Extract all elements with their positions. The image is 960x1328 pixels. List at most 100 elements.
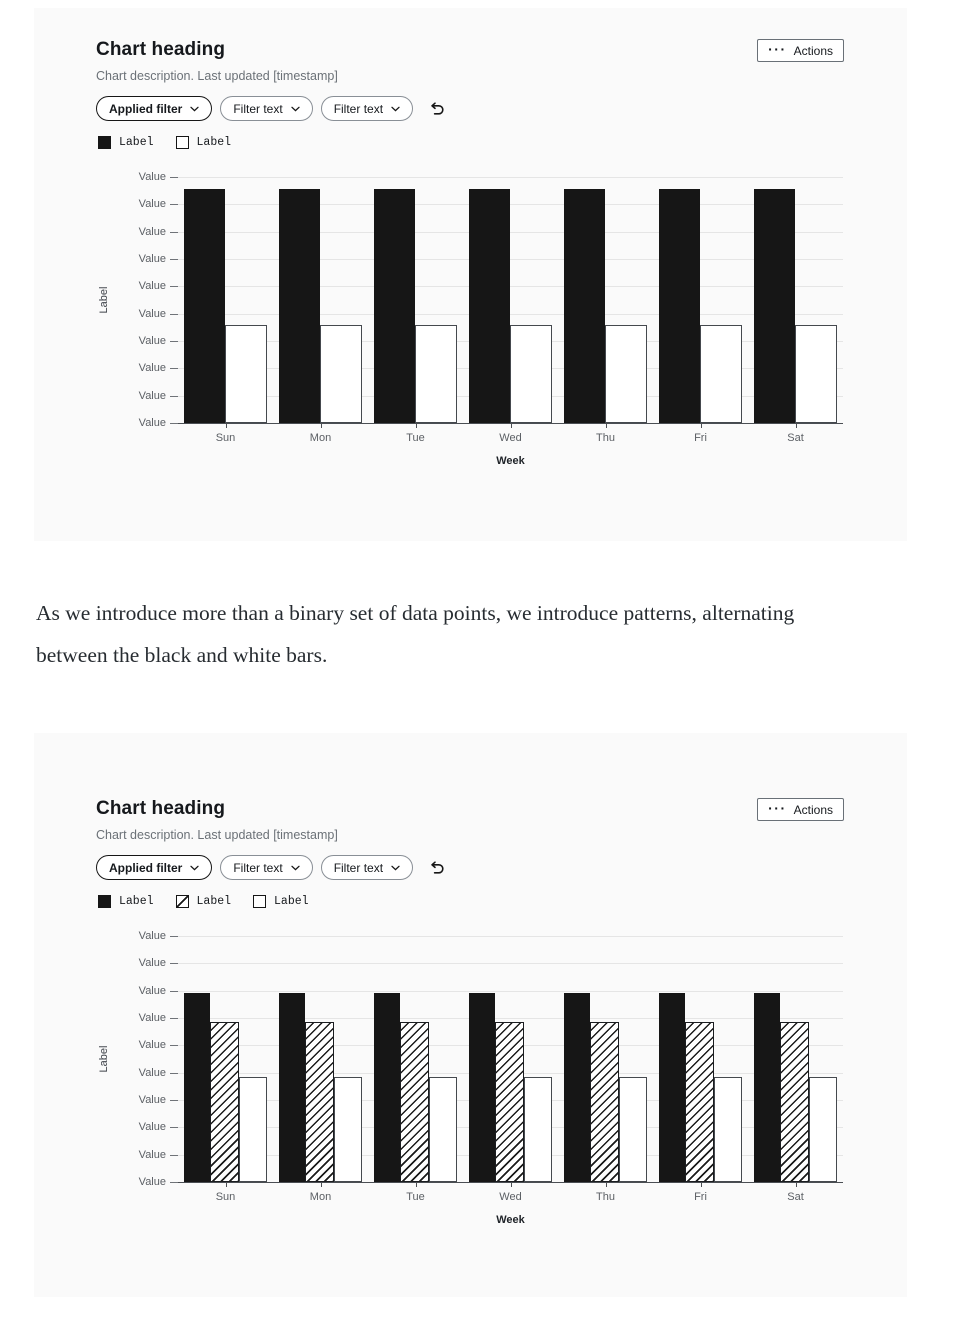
filter-pill-label: Filter text xyxy=(233,860,283,875)
plot-area: Value Value Value Value Value Value Value Value… xyxy=(139,171,843,429)
filter-pill-label: Filter text xyxy=(233,101,283,116)
x-axis-tick xyxy=(795,423,797,428)
x-tick-label: Thu xyxy=(596,1191,615,1203)
bar-solid xyxy=(754,993,781,1182)
bar-solid xyxy=(564,993,591,1182)
y-axis-tick xyxy=(170,314,178,315)
filter-pill[interactable]: Filter text xyxy=(320,855,414,880)
y-tick-label: Value xyxy=(138,1121,166,1133)
plot-area: Value Value Value Value Value Value Value Value… xyxy=(139,930,843,1188)
y-tick-label: Value xyxy=(138,985,166,997)
x-axis-tick xyxy=(320,1182,322,1187)
x-tick-label: Fri xyxy=(694,432,707,444)
bar-outline xyxy=(428,1077,457,1182)
x-tick-label: Sat xyxy=(787,432,804,444)
y-axis-tick xyxy=(170,423,178,424)
applied-filter-pill[interactable]: Applied filter xyxy=(96,96,213,121)
y-tick-label: Value xyxy=(138,253,166,265)
legend-swatch-hatch xyxy=(175,895,189,908)
x-axis-tick xyxy=(225,1182,227,1187)
x-tick-label: Fri xyxy=(694,1191,707,1203)
x-tick-label: Wed xyxy=(499,1191,522,1203)
bar-group xyxy=(564,177,647,423)
y-tick-label: Value xyxy=(138,198,166,210)
bar-group xyxy=(279,936,362,1182)
legend-label: Label xyxy=(196,136,232,149)
y-axis-tick xyxy=(170,1155,178,1156)
legend-swatch-solid xyxy=(98,136,111,149)
y-axis-tick xyxy=(170,1045,178,1046)
y-tick-label: Value xyxy=(138,362,166,374)
y-tick-label: Value xyxy=(138,171,166,183)
x-axis-tick xyxy=(795,1182,797,1187)
bar-outline xyxy=(238,1077,267,1182)
grid-line xyxy=(178,204,843,205)
legend-swatch-outline xyxy=(253,895,267,908)
filter-pill[interactable]: Filter text xyxy=(220,855,313,880)
grid-line xyxy=(178,1182,843,1183)
chart-heading: Chart heading xyxy=(96,39,226,60)
grid-line xyxy=(178,1018,843,1019)
bar-solid xyxy=(374,993,401,1182)
bar-hatch xyxy=(400,1022,429,1182)
grid-line xyxy=(178,991,843,992)
bar-outline xyxy=(319,325,362,423)
y-axis-tick xyxy=(170,1073,178,1074)
grid-line xyxy=(178,232,843,233)
filter-pill[interactable]: Filter text xyxy=(320,96,414,121)
chart-card-patterns: Chart heading Chart description. Last up… xyxy=(34,733,907,1297)
bar-chart: Label Value Value Value Value Value Value Valu… xyxy=(34,171,907,477)
y-axis-tick xyxy=(170,936,178,937)
bar-group xyxy=(469,936,552,1182)
bar-solid xyxy=(184,993,211,1182)
filter-pill-label: Applied filter xyxy=(109,101,183,116)
chevron-down-icon xyxy=(291,865,300,870)
filter-pill[interactable]: Filter text xyxy=(220,96,313,121)
bar-group xyxy=(754,177,837,423)
bar-outline xyxy=(618,1077,647,1182)
bar-outline xyxy=(224,325,267,423)
y-axis-tick xyxy=(170,204,178,205)
grid-line xyxy=(178,177,843,178)
y-axis-tick xyxy=(170,177,178,178)
bar-chart: Label Value Value Value Value Value Value Valu… xyxy=(34,930,907,1236)
x-tick-label: Mon xyxy=(309,1191,332,1203)
bar-group xyxy=(279,177,362,423)
bar-group xyxy=(564,936,647,1182)
y-axis-tick xyxy=(170,1018,178,1019)
filter-bar: Applied filter Filter text Filter text xyxy=(96,96,447,121)
reset-filters-button[interactable] xyxy=(427,858,447,878)
y-tick-label: Value xyxy=(138,280,166,292)
x-axis-tick xyxy=(700,1182,702,1187)
legend-item: Label xyxy=(98,895,154,908)
y-tick-label: Value xyxy=(138,390,166,402)
grid-line xyxy=(178,963,843,964)
legend-item: Label xyxy=(175,136,232,149)
body-paragraph: As we introduce more than a binary set o… xyxy=(36,601,795,667)
y-tick-label: Value xyxy=(138,957,166,969)
bar-solid xyxy=(279,189,320,423)
bar-outline xyxy=(604,325,647,423)
applied-filter-pill[interactable]: Applied filter xyxy=(96,855,213,880)
reset-filters-button[interactable] xyxy=(427,99,447,119)
x-tick-label: Tue xyxy=(406,1191,425,1203)
y-axis-tick xyxy=(170,963,178,964)
bar-solid xyxy=(374,189,415,423)
x-axis-tick xyxy=(605,423,607,428)
y-tick-label: Value xyxy=(138,1094,166,1106)
bar-hatch xyxy=(495,1022,524,1182)
bar-solid xyxy=(279,993,306,1182)
y-axis-tick xyxy=(170,1127,178,1128)
x-tick-label: Sun xyxy=(215,1191,236,1203)
actions-button[interactable]: ··· Actions xyxy=(757,798,844,821)
bar-outline xyxy=(523,1077,552,1182)
chart-card-binary: Chart heading Chart description. Last up… xyxy=(34,8,907,541)
overflow-menu-horizontal-icon: ··· xyxy=(768,40,787,57)
y-axis-tick xyxy=(170,341,178,342)
bar-outline xyxy=(699,325,742,423)
x-axis-tick xyxy=(605,1182,607,1187)
filter-bar: Applied filter Filter text Filter text xyxy=(96,855,447,880)
actions-button[interactable]: ··· Actions xyxy=(757,39,844,62)
y-axis-tick xyxy=(170,991,178,992)
